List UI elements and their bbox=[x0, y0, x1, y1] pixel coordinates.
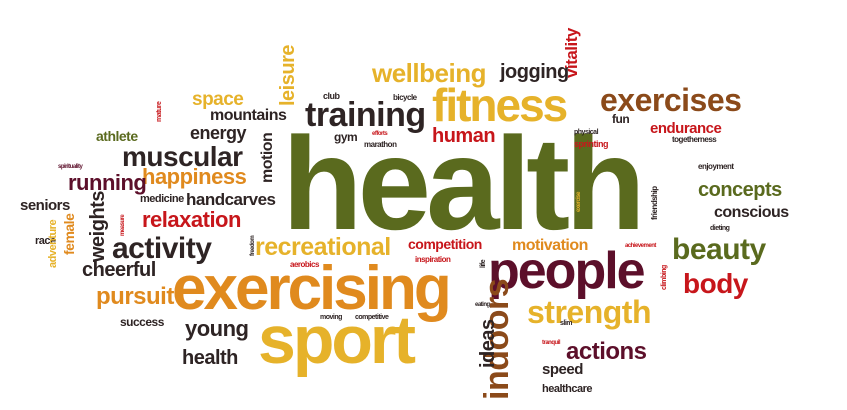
word-dieting: dieting bbox=[710, 225, 730, 232]
word-sprinting: sprinting bbox=[574, 139, 609, 149]
word-concepts: concepts bbox=[698, 179, 782, 201]
word-young: young bbox=[185, 316, 249, 341]
word-speed: speed bbox=[542, 361, 583, 378]
word-eating: eating bbox=[475, 302, 490, 308]
word-efforts: efforts bbox=[372, 131, 388, 137]
word-friendship: friendship bbox=[650, 186, 659, 220]
word-pursuit: pursuit bbox=[96, 283, 174, 310]
word-fitness: fitness bbox=[432, 79, 568, 131]
word-slim: slim bbox=[560, 320, 573, 327]
word-moving: moving bbox=[320, 314, 342, 321]
word-body: body bbox=[683, 268, 748, 299]
word-leisure: leisure bbox=[277, 45, 299, 106]
word-aerobics: aerobics bbox=[290, 260, 319, 269]
word-life: life bbox=[480, 259, 487, 268]
word-measure: measure bbox=[120, 214, 126, 236]
word-weights: weights bbox=[87, 191, 109, 262]
word-club: club bbox=[323, 91, 340, 101]
word-muscular: muscular bbox=[122, 141, 243, 172]
word-health-small: health bbox=[182, 347, 238, 369]
word-achievement: achievement bbox=[625, 243, 656, 249]
word-marathon: marathon bbox=[364, 140, 397, 149]
word-medicine: medicine bbox=[140, 193, 184, 205]
word-training: training bbox=[305, 96, 426, 134]
word-female: female bbox=[61, 213, 77, 255]
word-athlete: athlete bbox=[96, 128, 138, 144]
word-adventure: adventure bbox=[47, 219, 59, 268]
word-healthcare: healthcare bbox=[542, 383, 593, 395]
word-race: race bbox=[35, 235, 56, 247]
word-enjoyment: enjoyment bbox=[698, 162, 734, 171]
word-mature: mature bbox=[156, 101, 163, 122]
word-ideas: ideas bbox=[477, 319, 499, 368]
word-tranquil: tranquil bbox=[542, 340, 561, 346]
word-motion: motion bbox=[259, 132, 276, 183]
word-mountains: mountains bbox=[210, 107, 287, 124]
word-health: health bbox=[282, 110, 646, 257]
word-activity: activity bbox=[112, 232, 212, 265]
word-spirituality: spirituality bbox=[58, 164, 83, 170]
word-space: space bbox=[192, 89, 244, 110]
word-actions: actions bbox=[566, 338, 647, 365]
word-climbing: climbing bbox=[661, 265, 668, 290]
word-handcarves: handcarves bbox=[186, 190, 276, 209]
word-endurance: endurance bbox=[650, 120, 722, 137]
word-togetherness: togetherness bbox=[672, 135, 717, 144]
word-gym: gym bbox=[334, 130, 358, 144]
word-people: people bbox=[488, 242, 646, 300]
word-inspiration: inspiration bbox=[415, 255, 451, 264]
word-sport: sport bbox=[258, 302, 416, 378]
word-seniors: seniors bbox=[20, 197, 70, 214]
word-bicycle: bicycle bbox=[393, 93, 417, 102]
word-cheerful: cheerful bbox=[82, 259, 156, 281]
word-happiness: happiness bbox=[142, 164, 247, 189]
word-running: running bbox=[68, 170, 147, 195]
word-human: human bbox=[432, 125, 496, 147]
word-strength: strength bbox=[527, 294, 652, 330]
word-freedom: freedom bbox=[250, 235, 256, 256]
word-competition: competition bbox=[408, 236, 482, 252]
word-fun: fun bbox=[612, 112, 630, 126]
word-success: success bbox=[120, 315, 164, 329]
word-jogging: jogging bbox=[500, 61, 569, 83]
word-physical: physical bbox=[574, 129, 599, 136]
word-relaxation: relaxation bbox=[142, 207, 241, 232]
word-wellbeing: wellbeing bbox=[372, 58, 486, 88]
word-conscious: conscious bbox=[714, 204, 789, 221]
word-exercising: exercising bbox=[172, 254, 452, 323]
word-motivation: motivation bbox=[512, 237, 588, 254]
word-exercise: exercise bbox=[576, 191, 582, 212]
word-exercises: exercises bbox=[600, 82, 742, 118]
word-recreational: recreational bbox=[255, 233, 391, 261]
word-beauty: beauty bbox=[672, 233, 766, 266]
word-energy: energy bbox=[190, 123, 247, 143]
word-vitality: vitality bbox=[562, 28, 581, 78]
word-competitive: competitive bbox=[355, 314, 389, 321]
